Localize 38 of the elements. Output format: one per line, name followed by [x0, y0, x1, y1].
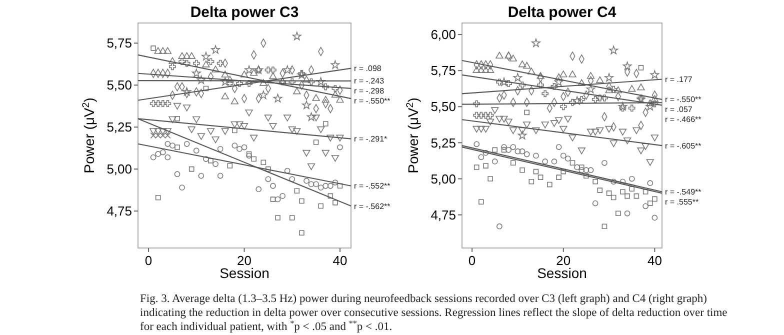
- y-tick-label: 5,75: [106, 36, 132, 51]
- series-label: r = .057: [665, 105, 693, 114]
- x-tick-label: 40: [332, 253, 348, 268]
- series-label: r = -.550**: [665, 95, 702, 104]
- text: for each individual patient, with $^{*}$p < .05 and $^{**}$p < .01.: [140, 318, 392, 333]
- x-tick-label: 20: [556, 253, 571, 268]
- y-tick-label: 4,75: [106, 204, 132, 219]
- y-tick-label: 5,25: [430, 135, 456, 150]
- series-label: r = -.562**: [354, 202, 390, 211]
- y-tick-label: 5,00: [430, 171, 456, 186]
- series-label: r = -.549**: [665, 188, 702, 197]
- y-tick-label: 5,50: [106, 78, 132, 93]
- x-axis-title: Session: [537, 265, 587, 281]
- y-tick-label: 6,00: [430, 27, 456, 42]
- series-label: r = -.466**: [665, 115, 702, 124]
- x-tick-label: 0: [144, 253, 152, 268]
- y-tick-label: 5,75: [430, 63, 456, 78]
- series-label: r = -.243: [354, 76, 385, 86]
- series-label: r = -.605**: [665, 141, 702, 150]
- x-tick-label: 20: [237, 253, 252, 268]
- series-label: r = -.550**: [354, 96, 390, 106]
- text: indicating the reduction in delta power over consecutive sessions. Regression lines reflect the slope of delta reduction over time: [140, 307, 728, 319]
- chart-title: Delta power C4: [508, 4, 617, 21]
- caption: Fig. 3. Average delta (1.3–3.5 Hz) power during neurofeedback sessions recorded over C3 (left graph) and C4 (right graph): [140, 293, 708, 305]
- y-tick-label: 5,00: [106, 162, 132, 177]
- x-tick-label: 0: [468, 253, 476, 268]
- series-label: r = -.552**: [354, 182, 390, 191]
- x-axis-title: Session: [220, 265, 270, 281]
- series-label: r = -.291*: [354, 134, 388, 144]
- series-label: r = .555**: [665, 198, 699, 207]
- series-label: r = .177: [665, 75, 693, 84]
- series-label: r = -.298: [354, 86, 385, 96]
- x-tick-label: 40: [647, 253, 662, 268]
- series-label: r = .098: [354, 64, 382, 74]
- y-tick-label: 4,75: [430, 207, 456, 222]
- y-tick-label: 5,25: [106, 120, 132, 135]
- chart-title: Delta power C3: [190, 4, 299, 21]
- y-tick-label: 5,50: [430, 99, 456, 114]
